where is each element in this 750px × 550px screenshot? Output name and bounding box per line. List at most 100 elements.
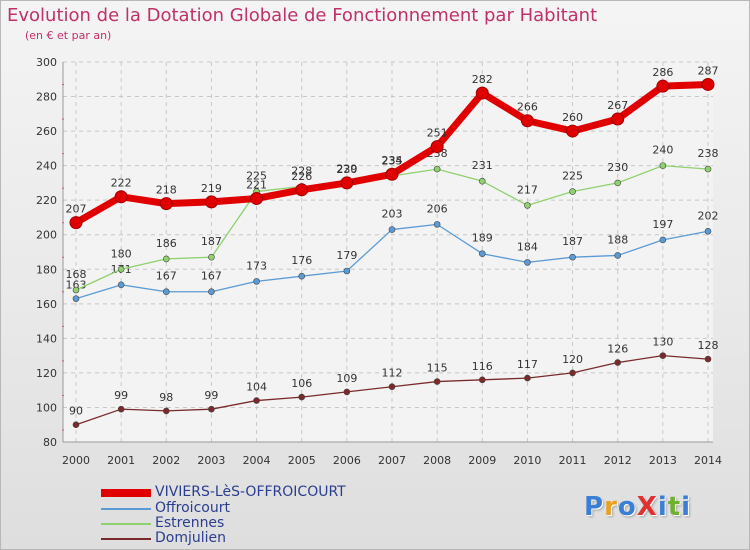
data-label: 217 bbox=[517, 183, 538, 196]
data-point bbox=[524, 259, 531, 266]
data-point bbox=[611, 112, 625, 126]
y-tick-label: 140 bbox=[36, 332, 57, 345]
data-label: 128 bbox=[698, 339, 719, 352]
data-label: 267 bbox=[607, 99, 628, 112]
data-label: 282 bbox=[472, 73, 493, 86]
data-point bbox=[72, 295, 80, 302]
data-label: 287 bbox=[698, 64, 719, 77]
data-label: 187 bbox=[562, 235, 583, 248]
legend-label: Offroicourt bbox=[155, 500, 230, 516]
data-label: 179 bbox=[336, 249, 357, 262]
data-label: 226 bbox=[291, 170, 312, 183]
data-point bbox=[69, 216, 83, 230]
data-point bbox=[659, 236, 667, 244]
data-point bbox=[569, 253, 576, 261]
data-label: 222 bbox=[111, 177, 132, 190]
data-point bbox=[478, 376, 486, 384]
data-label: 167 bbox=[156, 270, 177, 283]
data-label: 184 bbox=[517, 240, 538, 253]
data-label: 238 bbox=[698, 147, 719, 160]
y-tick-label: 260 bbox=[36, 125, 57, 138]
data-point bbox=[159, 197, 173, 211]
data-label: 112 bbox=[382, 367, 403, 380]
x-tick-label: 2000 bbox=[62, 454, 90, 467]
data-label: 98 bbox=[159, 391, 173, 404]
data-label: 260 bbox=[562, 111, 583, 124]
data-label: 116 bbox=[472, 360, 493, 373]
legend-label: VIVIERS-LèS-OFFROICOURT bbox=[155, 484, 346, 500]
data-label: 225 bbox=[562, 170, 583, 183]
data-label: 109 bbox=[336, 372, 357, 385]
data-label: 207 bbox=[66, 203, 87, 216]
data-label: 231 bbox=[472, 159, 493, 172]
data-point bbox=[475, 86, 489, 100]
data-label: 221 bbox=[246, 178, 267, 191]
data-label: 106 bbox=[291, 377, 312, 390]
data-point bbox=[433, 378, 441, 385]
data-label: 187 bbox=[201, 235, 222, 248]
data-point bbox=[704, 227, 712, 235]
data-label: 203 bbox=[382, 208, 403, 221]
data-label: 286 bbox=[652, 66, 673, 79]
data-point bbox=[704, 165, 712, 173]
data-point bbox=[614, 179, 622, 187]
x-tick-label: 2012 bbox=[604, 454, 632, 467]
x-tick-label: 2011 bbox=[559, 454, 587, 467]
data-label: 99 bbox=[204, 389, 218, 402]
data-point bbox=[701, 77, 715, 91]
data-label: 234 bbox=[382, 154, 403, 167]
data-label: 197 bbox=[652, 218, 673, 231]
data-label: 218 bbox=[156, 184, 177, 197]
x-tick-label: 2008 bbox=[423, 454, 451, 467]
data-point bbox=[569, 369, 576, 377]
legend-label: Domjulien bbox=[155, 530, 227, 546]
x-tick-label: 2005 bbox=[288, 454, 316, 467]
x-tick-label: 2004 bbox=[243, 454, 271, 467]
y-tick-label: 280 bbox=[36, 91, 57, 104]
data-point bbox=[614, 252, 622, 259]
data-point bbox=[430, 140, 444, 154]
data-label: 235 bbox=[382, 154, 403, 167]
data-label: 240 bbox=[652, 144, 673, 157]
data-label: 188 bbox=[607, 233, 628, 246]
data-label: 168 bbox=[66, 268, 87, 281]
data-point bbox=[659, 352, 667, 359]
data-point bbox=[72, 286, 80, 294]
data-point bbox=[253, 278, 260, 285]
data-label: 251 bbox=[427, 127, 448, 140]
data-point bbox=[478, 177, 486, 185]
data-label: 99 bbox=[114, 389, 128, 402]
data-point bbox=[117, 281, 125, 289]
x-tick-label: 2010 bbox=[513, 454, 541, 467]
y-tick-label: 180 bbox=[36, 263, 57, 276]
data-point bbox=[433, 165, 441, 173]
x-tick-label: 2007 bbox=[378, 454, 406, 467]
data-point bbox=[208, 288, 215, 296]
data-point bbox=[162, 407, 170, 415]
data-point bbox=[340, 176, 354, 190]
data-label: 219 bbox=[201, 182, 222, 195]
data-point bbox=[117, 405, 125, 413]
data-point bbox=[614, 359, 622, 366]
data-point bbox=[343, 267, 351, 275]
data-point bbox=[162, 255, 170, 263]
data-label: 230 bbox=[607, 161, 628, 174]
data-point bbox=[388, 383, 396, 391]
x-tick-label: 2014 bbox=[694, 454, 722, 467]
data-label: 189 bbox=[472, 232, 493, 245]
data-label: 167 bbox=[201, 270, 222, 283]
data-label: 117 bbox=[517, 358, 538, 371]
data-label: 90 bbox=[69, 405, 83, 418]
data-point bbox=[524, 374, 531, 382]
data-label: 229 bbox=[336, 163, 357, 176]
data-label: 202 bbox=[698, 209, 719, 222]
data-point bbox=[253, 397, 260, 404]
data-label: 228 bbox=[291, 164, 312, 177]
data-point bbox=[250, 191, 264, 205]
y-tick-label: 220 bbox=[36, 194, 57, 207]
data-point bbox=[295, 183, 309, 197]
data-label: 115 bbox=[427, 362, 448, 375]
y-tick-label: 300 bbox=[36, 56, 57, 69]
